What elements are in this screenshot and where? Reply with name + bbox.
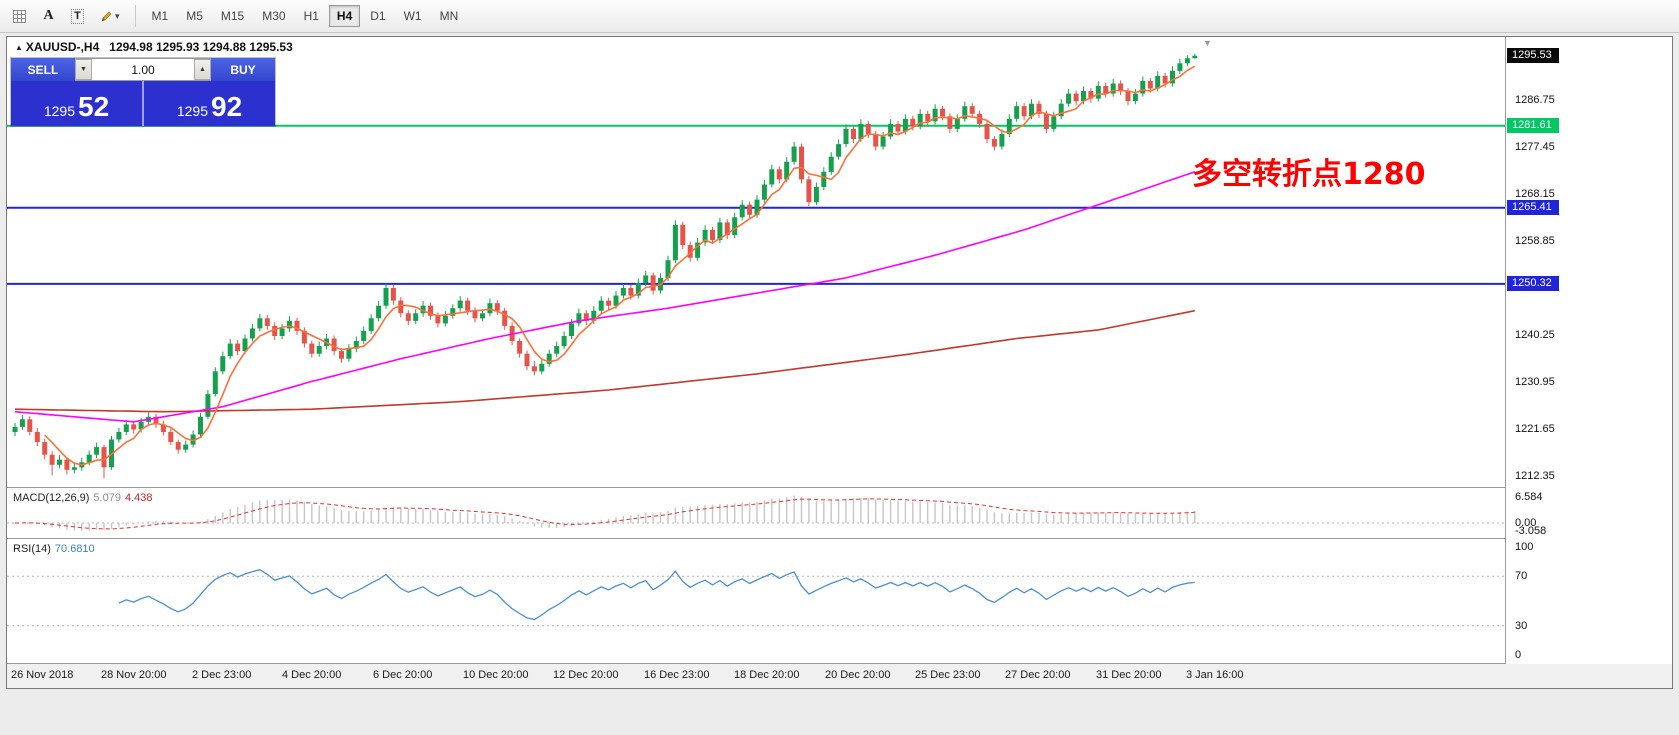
- macd-axis-label: 0.00: [1515, 517, 1537, 529]
- level-price-label: 1265.41: [1507, 200, 1559, 215]
- volume-value[interactable]: 1.00: [131, 62, 155, 77]
- macd-pane: MACD(12,26,9) 5.079 4.438: [7, 488, 1505, 538]
- time-axis-label: 16 Dec 23:00: [644, 669, 710, 681]
- sell-button[interactable]: SELL: [11, 58, 75, 81]
- grid-icon: [13, 9, 26, 23]
- macd-main-value: 5.079: [93, 492, 121, 504]
- time-axis-label: 18 Dec 20:00: [734, 669, 800, 681]
- time-axis-label: 31 Dec 20:00: [1096, 669, 1162, 681]
- timeframe-button-H4[interactable]: H4: [328, 5, 361, 27]
- timeframe-button-M5[interactable]: M5: [178, 5, 211, 27]
- price-axis-label: 1286.75: [1515, 94, 1555, 106]
- buy-button[interactable]: BUY: [211, 58, 275, 81]
- timeframe-button-D1[interactable]: D1: [362, 5, 393, 27]
- chart-window: ▲ XAUUSD-,H4 1294.98 1295.93 1294.88 1295.…: [6, 36, 1673, 689]
- time-axis-label: 26 Nov 2018: [11, 669, 74, 681]
- time-axis-label: 28 Nov 20:00: [101, 669, 167, 681]
- time-axis-label: 25 Dec 23:00: [915, 669, 981, 681]
- rsi-name: RSI(14): [13, 543, 51, 555]
- price-axis-label: 1230.95: [1515, 376, 1555, 388]
- volume-increase-button[interactable]: ▲: [194, 59, 211, 80]
- timeframe-button-M15[interactable]: M15: [213, 5, 252, 27]
- time-axis-label: 20 Dec 20:00: [825, 669, 891, 681]
- level-price-label: 1250.32: [1507, 276, 1559, 291]
- toolbar: A T ▾ M1 M5 M15 M30 H1 H4 D1 W1 MN: [0, 0, 1679, 33]
- rsi-axis-label: 0: [1515, 649, 1522, 661]
- buy-price-prefix: 1295: [176, 103, 208, 119]
- time-axis-label: 27 Dec 20:00: [1005, 669, 1071, 681]
- text-label-tool-button[interactable]: T: [64, 4, 91, 28]
- rsi-axis-label: 100: [1515, 541, 1534, 553]
- sell-price[interactable]: 1295 52: [11, 81, 142, 126]
- time-axis-label: 3 Jan 16:00: [1186, 669, 1244, 681]
- pane-resize-handle[interactable]: [7, 538, 1672, 539]
- candlestick-chart[interactable]: [7, 37, 1505, 487]
- symbol-marker-icon: ▲: [15, 43, 23, 52]
- timeframe-button-M1[interactable]: M1: [144, 5, 177, 27]
- level-price-label: 1281.61: [1507, 118, 1559, 133]
- text-label-icon: T: [71, 8, 84, 24]
- macd-axis-label: 6.584: [1515, 491, 1543, 503]
- volume-decrease-button[interactable]: ▼: [75, 59, 92, 80]
- rsi-label: RSI(14) 70.6810: [13, 543, 95, 555]
- draw-tool-button[interactable]: ▾: [93, 4, 127, 28]
- chevron-down-icon: ▾: [115, 10, 120, 21]
- sell-price-big: 52: [78, 91, 110, 122]
- sell-price-prefix: 1295: [43, 103, 75, 119]
- rsi-axis-label: 70: [1515, 570, 1528, 582]
- timeframe-button-MN[interactable]: MN: [432, 5, 467, 27]
- macd-signal-value: 4.438: [124, 492, 153, 504]
- rsi-chart[interactable]: [7, 539, 1505, 663]
- price-axis-label: 1221.65: [1515, 423, 1555, 435]
- price-axis[interactable]: 1286.75 1277.45 1268.15 1258.85 1240.25 1230.…: [1505, 37, 1672, 664]
- time-axis[interactable]: 26 Nov 2018 28 Nov 20:00 2 Dec 23:00 4 Dec …: [7, 664, 1672, 688]
- time-axis-label: 12 Dec 20:00: [553, 669, 619, 681]
- timeframe-group: M1 M5 M15 M30 H1 H4 D1 W1 MN: [143, 5, 468, 27]
- pane-resize-handle[interactable]: [7, 487, 1672, 488]
- macd-label: MACD(12,26,9) 5.079 4.438: [13, 492, 152, 504]
- rsi-value: 70.6810: [54, 543, 95, 555]
- current-price-label: 1295.53: [1507, 48, 1559, 63]
- buy-price-big: 92: [211, 91, 243, 122]
- pane-resize-handle[interactable]: [7, 663, 1672, 664]
- toolbar-separator: [134, 5, 136, 27]
- chart-shift-marker[interactable]: ▼: [1203, 38, 1212, 48]
- pencil-icon: [101, 11, 112, 21]
- chart-header: ▲ XAUUSD-,H4 1294.98 1295.93 1294.88 1295.…: [15, 40, 293, 54]
- rsi-axis-label: 30: [1515, 620, 1528, 632]
- price-axis-label: 1240.25: [1515, 329, 1555, 341]
- time-axis-label: 2 Dec 23:00: [192, 669, 252, 681]
- time-axis-label: 4 Dec 20:00: [282, 669, 342, 681]
- price-axis-label: 1268.15: [1515, 188, 1555, 200]
- volume-control: ▼ 1.00 ▲: [75, 58, 211, 81]
- time-axis-label: 6 Dec 20:00: [373, 669, 433, 681]
- chart-annotation-text: 多空转折点1280: [1192, 157, 1426, 192]
- grid-tool-button[interactable]: [6, 4, 33, 28]
- price-axis-label: 1258.85: [1515, 235, 1555, 247]
- time-axis-label: 10 Dec 20:00: [463, 669, 529, 681]
- price-axis-label: 1277.45: [1515, 141, 1555, 153]
- ohlc-values: 1294.98 1295.93 1294.88 1295.53: [109, 40, 293, 54]
- buy-price[interactable]: 1295 92: [144, 81, 275, 126]
- timeframe-button-H1[interactable]: H1: [296, 5, 327, 27]
- price-axis-label: 1212.35: [1515, 470, 1555, 482]
- rsi-pane: RSI(14) 70.6810: [7, 539, 1505, 663]
- macd-chart[interactable]: [7, 488, 1505, 538]
- font-tool-button[interactable]: A: [35, 4, 62, 28]
- one-click-trading-panel: SELL ▼ 1.00 ▲ BUY 1295 52 1295 92: [11, 58, 275, 126]
- timeframe-button-W1[interactable]: W1: [396, 5, 430, 27]
- timeframe-button-M30[interactable]: M30: [254, 5, 293, 27]
- price-divider: [142, 81, 144, 126]
- macd-name: MACD(12,26,9): [13, 492, 90, 504]
- symbol-title: XAUUSD-,H4: [25, 40, 100, 54]
- main-chart-pane: ▲ XAUUSD-,H4 1294.98 1295.93 1294.88 1295.…: [7, 37, 1505, 487]
- font-a-icon: A: [43, 8, 54, 23]
- macd-axis-label: -3.058: [1515, 525, 1547, 537]
